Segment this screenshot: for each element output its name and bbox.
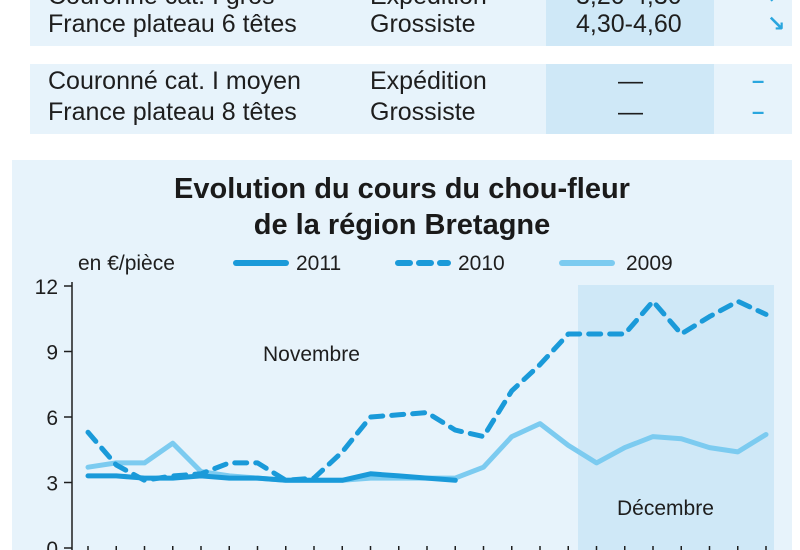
arrow-up-icon: ↗ — [767, 0, 785, 10]
legend-label-2011: 2011 — [296, 252, 341, 275]
price-cell: — — [618, 98, 643, 126]
stage-cell: Grossiste — [370, 10, 476, 38]
price-table-group-2: Couronné cat. I moyen Expédition — – Fra… — [30, 64, 792, 134]
annotation-november: Novembre — [263, 343, 360, 366]
annotation-december: Décembre — [617, 497, 714, 520]
price-cell: — — [618, 67, 643, 95]
y-tick-label: 9 — [46, 342, 58, 365]
price-cell: 3,20-4,30 — [576, 0, 682, 10]
arrow-down-icon: ↘ — [767, 11, 786, 36]
price-column-shade — [546, 0, 714, 46]
chart-title-line1: Evolution du cours du chou-fleur — [174, 173, 630, 205]
product-cell: France plateau 6 têtes — [48, 10, 297, 38]
stage-cell: Grossiste — [370, 98, 476, 126]
stage-cell: Expédition — [370, 67, 487, 95]
dash-icon: – — [752, 99, 765, 124]
y-tick-label: 12 — [35, 276, 58, 299]
product-cell: France plateau 8 têtes — [48, 98, 297, 126]
unit-label: en €/pièce — [78, 252, 175, 275]
price-cell: 4,30-4,60 — [576, 10, 682, 38]
y-tick-label: 3 — [46, 473, 58, 496]
series-line-2011 — [85, 471, 458, 483]
chart-title-line2: de la région Bretagne — [253, 209, 551, 241]
stage-cell: Expédition — [370, 0, 487, 10]
legend-label-2009: 2009 — [626, 252, 673, 275]
legend-label-2010: 2010 — [458, 252, 505, 275]
price-column-shade — [546, 64, 714, 134]
product-cell: Couronné cat. I gros — [48, 0, 275, 10]
price-table-group-1: Couronné cat. I gros Expédition 3,20-4,3… — [30, 0, 792, 46]
product-cell: Couronné cat. I moyen — [48, 67, 301, 95]
y-tick-label: 6 — [46, 407, 58, 430]
dash-icon: – — [752, 68, 765, 93]
y-tick-label: 0 — [46, 538, 58, 550]
